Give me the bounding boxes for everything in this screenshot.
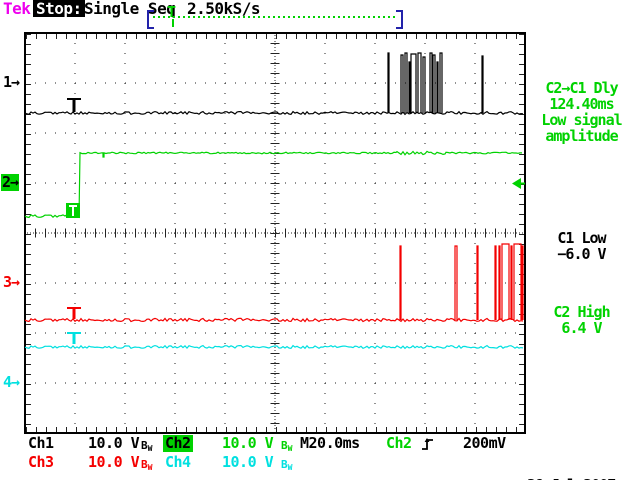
ch2-label: Ch2	[163, 434, 193, 452]
ch3-label: Ch3	[28, 453, 54, 471]
bw-b: B	[141, 458, 148, 471]
c1-low-measurement: C1 Low −6.0 V	[523, 230, 640, 262]
graticule-border	[24, 32, 526, 434]
ch4-bandwidth-icon: BW	[281, 456, 292, 476]
ch2-scale: 10.0 V	[222, 434, 274, 452]
sample-rate: 2.50kS/s	[187, 0, 261, 18]
acquisition-mode: Single Seq	[84, 0, 176, 18]
ch3-position-marker: 3→	[3, 273, 20, 291]
tek-logo: Tek	[3, 0, 31, 18]
trace-ch2	[24, 150, 522, 219]
record-view-left-bracket	[147, 10, 154, 29]
ch4-label: Ch4	[165, 453, 191, 471]
datetime-block: 28 Jul 2007 11:22:59	[527, 435, 616, 480]
trigger-source-readout: Ch2	[386, 434, 412, 452]
timebase-readout: M20.0ms	[300, 434, 360, 452]
delay-measurement-line1: C2→C1 Dly	[545, 79, 618, 97]
c1-low-value: −6.0 V	[557, 245, 606, 263]
record-view-line	[153, 16, 396, 18]
ch2-bandwidth-icon: BW	[281, 437, 292, 457]
record-trigger-stem	[172, 19, 174, 27]
ch2-position-marker: 2→	[1, 173, 19, 191]
record-trigger-marker: T	[167, 3, 177, 21]
ch1-label: Ch1	[28, 434, 54, 452]
date-readout: 28 Jul 2007	[527, 475, 616, 480]
trigger-slope-icon	[422, 438, 433, 450]
bw-b: B	[281, 458, 288, 471]
trigger-level-readout: 200mV	[463, 434, 506, 452]
trace-ch4	[24, 344, 524, 350]
acquisition-status: Stop:	[33, 0, 85, 17]
c2-high-label: C2 High	[553, 303, 610, 321]
bw-w: W	[147, 463, 153, 472]
c2-high-value: 6.4 V	[561, 319, 602, 337]
trace-ch3	[24, 243, 524, 323]
trace-ch1	[24, 52, 524, 116]
ch1-bandwidth-icon: BW	[141, 437, 152, 457]
delay-measurement: C2→C1 Dly 124.40ms Low signal amplitude	[523, 80, 640, 144]
ch1-scale: 10.0 V	[88, 434, 140, 452]
bw-w: W	[147, 444, 153, 453]
delay-measurement-line2: 124.40ms	[549, 95, 614, 113]
ch3-bandwidth-icon: BW	[141, 456, 152, 476]
delay-measurement-line4: amplitude	[545, 127, 618, 145]
ch3-scale: 10.0 V	[88, 453, 140, 471]
trigger-tbox-glyph	[69, 205, 77, 216]
trigger-level-arrow	[512, 178, 521, 189]
ch4-position-marker: 4→	[3, 373, 20, 391]
c2-high-measurement: C2 High 6.4 V	[523, 304, 640, 336]
delay-measurement-line3: Low signal	[541, 111, 622, 129]
record-view-right-bracket	[396, 10, 403, 29]
ch1-position-marker: 1→	[3, 73, 20, 91]
bw-w: W	[287, 463, 293, 472]
bw-b: B	[141, 439, 148, 452]
bw-w: W	[287, 444, 293, 453]
c1-low-label: C1 Low	[557, 229, 606, 247]
bw-b: B	[281, 439, 288, 452]
ch4-scale: 10.0 V	[222, 453, 274, 471]
